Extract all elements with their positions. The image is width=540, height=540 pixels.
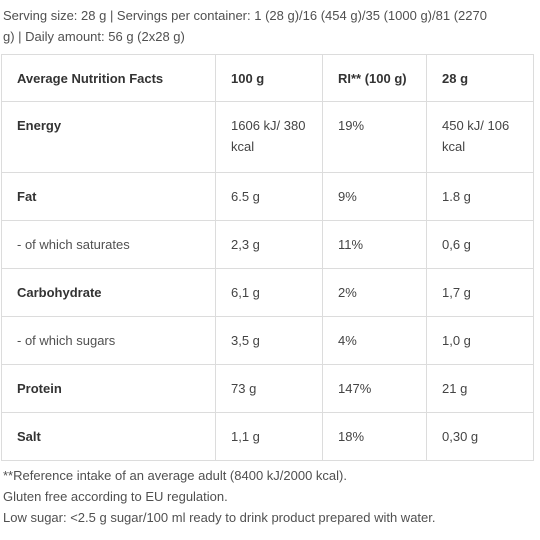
cell-ri: 4% (322, 316, 427, 365)
cell-per-100g: 6,1 g (215, 268, 323, 317)
row-label: Energy (1, 101, 216, 173)
cell-per-100g: 3,5 g (215, 316, 323, 365)
table-row: Energy 1606 kJ/ 380 kcal 19% 450 kJ/ 106… (1, 101, 534, 173)
column-header-per-100g: 100 g (215, 54, 323, 102)
cell-ri: 18% (322, 412, 427, 461)
row-label: Salt (1, 412, 216, 461)
footnote-low-sugar: Low sugar: <2.5 g sugar/100 ml ready to … (3, 510, 436, 525)
cell-per-100g: 73 g (215, 364, 323, 413)
column-header-per-28g: 28 g (426, 54, 534, 102)
nutrition-table: Average Nutrition Facts 100 g RI** (100 … (1, 54, 534, 461)
row-label: - of which sugars (1, 316, 216, 365)
cell-ri: 9% (322, 172, 427, 221)
table-row: - of which saturates 2,3 g 11% 0,6 g (1, 220, 534, 269)
table-header-row: Average Nutrition Facts 100 g RI** (100 … (1, 54, 534, 102)
column-header-nutrient: Average Nutrition Facts (1, 54, 216, 102)
table-row: Salt 1,1 g 18% 0,30 g (1, 412, 534, 461)
serving-info: Serving size: 28 g | Servings per contai… (3, 5, 535, 47)
cell-per-28g: 21 g (426, 364, 534, 413)
column-header-ri: RI** (100 g) (322, 54, 427, 102)
table-row: - of which sugars 3,5 g 4% 1,0 g (1, 316, 534, 365)
cell-per-28g: 0,30 g (426, 412, 534, 461)
row-label: Fat (1, 172, 216, 221)
serving-info-line-1: Serving size: 28 g | Servings per contai… (3, 8, 487, 23)
cell-per-28g: 1,0 g (426, 316, 534, 365)
cell-per-28g: 0,6 g (426, 220, 534, 269)
footnote-gluten-free: Gluten free according to EU regulation. (3, 489, 228, 504)
row-label: - of which saturates (1, 220, 216, 269)
cell-per-100g: 6.5 g (215, 172, 323, 221)
cell-per-100g: 2,3 g (215, 220, 323, 269)
cell-per-100g: 1,1 g (215, 412, 323, 461)
row-label: Carbohydrate (1, 268, 216, 317)
cell-ri: 11% (322, 220, 427, 269)
cell-ri: 2% (322, 268, 427, 317)
footnote-reference-intake: **Reference intake of an average adult (… (3, 468, 347, 483)
cell-per-28g: 450 kJ/ 106 kcal (426, 101, 534, 173)
cell-ri: 147% (322, 364, 427, 413)
table-row: Carbohydrate 6,1 g 2% 1,7 g (1, 268, 534, 317)
table-row: Protein 73 g 147% 21 g (1, 364, 534, 413)
cell-per-28g: 1,7 g (426, 268, 534, 317)
cell-per-28g: 1.8 g (426, 172, 534, 221)
table-row: Fat 6.5 g 9% 1.8 g (1, 172, 534, 221)
cell-ri: 19% (322, 101, 427, 173)
footnotes: **Reference intake of an average adult (… (3, 465, 535, 528)
row-label: Protein (1, 364, 216, 413)
serving-info-line-2: g) | Daily amount: 56 g (2x28 g) (3, 29, 185, 44)
cell-per-100g: 1606 kJ/ 380 kcal (215, 101, 323, 173)
